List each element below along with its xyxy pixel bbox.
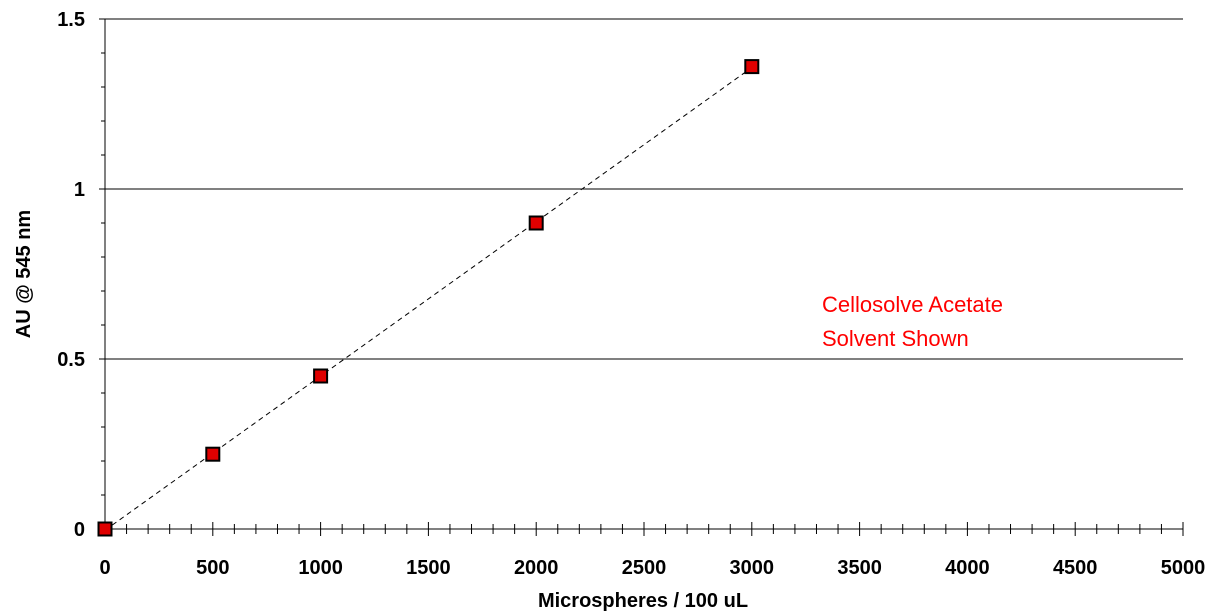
x-tick-label: 1000 [298, 557, 343, 579]
data-point [313, 368, 329, 384]
y-tick-label: 1.5 [57, 9, 85, 31]
y-tick-label: 0.5 [57, 349, 85, 371]
y-tick-label: 1 [74, 179, 85, 201]
trendline-series-0 [104, 67, 753, 531]
gridlines [105, 18, 1183, 360]
data-point [528, 215, 544, 231]
annotation-line-1: Cellosolve Acetate [822, 292, 1003, 317]
data-point [205, 446, 221, 462]
x-tick-label: 2000 [514, 557, 559, 579]
y-tick-label: 0 [74, 519, 85, 541]
data-point [744, 59, 760, 75]
data-points [97, 59, 760, 537]
y-axis-title: AU @ 545 nm [13, 210, 35, 338]
x-tick-label: 3000 [730, 557, 775, 579]
y-axis-ticks: 0 0.5 1 1.5 [57, 9, 105, 541]
x-tick-label: 5000 [1161, 557, 1206, 579]
x-axis-ticks: 0 500 1000 1500 2000 2500 3000 3500 4000 4500 5000 [99, 522, 1205, 579]
x-tick-label: 1500 [406, 557, 451, 579]
x-tick-label: 0 [99, 557, 110, 579]
x-tick-label: 4000 [945, 557, 990, 579]
x-tick-label: 2500 [622, 557, 667, 579]
x-tick-label: 500 [196, 557, 229, 579]
trendline [104, 67, 753, 531]
axes [104, 19, 1183, 530]
x-axis-title: Microspheres / 100 uL [538, 590, 748, 612]
data-point [97, 521, 113, 537]
x-tick-label: 4500 [1053, 557, 1098, 579]
annotation-line-2: Solvent Shown [822, 326, 969, 351]
x-tick-label: 3500 [837, 557, 882, 579]
